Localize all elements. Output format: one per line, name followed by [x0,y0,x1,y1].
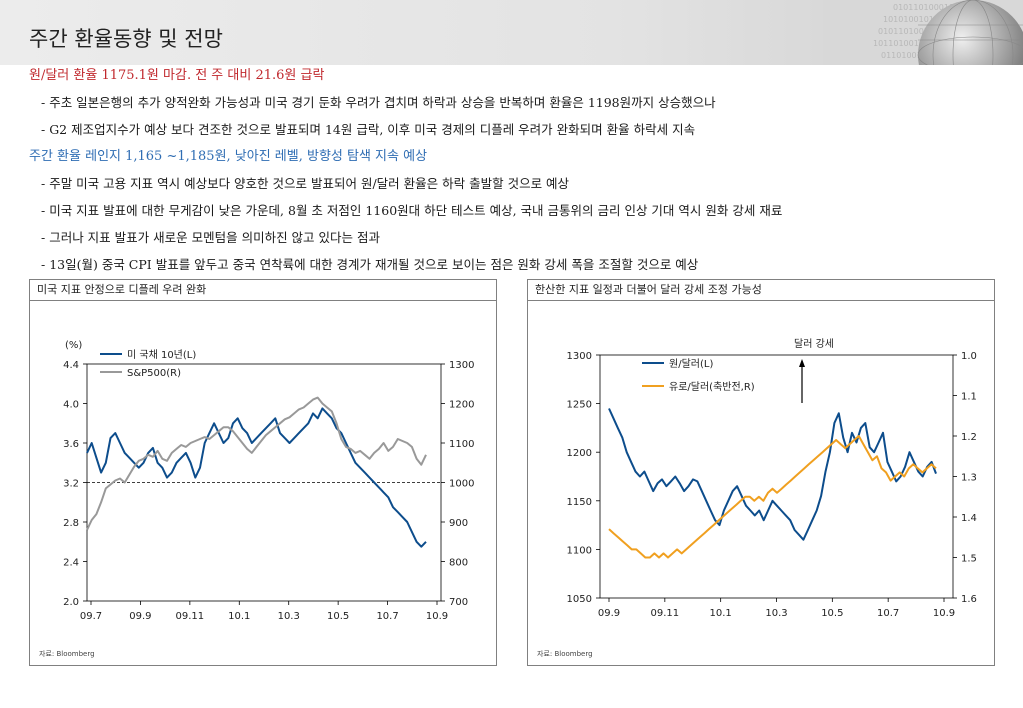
source-note-right: 자료: Bloomberg [537,650,593,658]
summary-headline-1: 원/달러 환율 1175.1원 마감. 전 주 대비 21.6원 급락 [29,68,325,83]
chart-left: 4.4 4.0 3.6 3.2 2.8 2.4 2.0 1300 1200 1100 1000 900… [63,340,474,622]
summary-bullet: - 주말 미국 고용 지표 역시 예상보다 양호한 것으로 발표되어 원/달러 … [41,176,570,191]
right-tick-label: 800 [449,558,468,569]
x-tick-label: 10.3 [278,611,300,622]
annotation-label: 달러 강세 [794,338,834,350]
x-tick-label: 10.3 [765,608,787,619]
left-tick-label: 3.2 [63,479,79,490]
x-tick-label: 10.1 [710,608,732,619]
left-tick-label: 2.4 [63,558,79,569]
left-tick-label: 4.4 [63,360,79,371]
summary-bullet: - G2 제조업지수가 예상 보다 견조한 것으로 발표되며 14원 급락, 이… [41,122,696,137]
up-arrow-head [799,359,805,367]
left-tick-label: 2.0 [63,597,79,608]
x-tick-label: 09.11 [651,608,680,619]
source-note-left: 자료: Bloomberg [39,650,95,658]
right-tick-label: 1.0 [961,351,977,362]
left-tick-label: 1300 [567,351,592,362]
x-tick-label: 10.5 [327,611,349,622]
left-tick-label: 4.0 [63,400,79,411]
header-bar: 주간 환율동향 및 전망 0101101000110 1010100101101… [0,0,1023,65]
right-tick-label: 1100 [449,439,474,450]
right-tick-label: 1.4 [961,513,977,524]
legend-label: 원/달러(L) [669,358,713,370]
svg-text:0101101000110: 0101101000110 [893,3,959,12]
x-tick-label: 10.7 [376,611,398,622]
x-tick-label: 10.5 [821,608,843,619]
page-title: 주간 환율동향 및 전망 [29,27,223,51]
legend-label: 유로/달러(축반전,R) [669,381,755,393]
series-line [608,408,937,541]
left-tick-label: 3.6 [63,439,79,450]
right-tick-label: 1.3 [961,473,977,484]
x-tick-label: 10.7 [877,608,899,619]
right-tick-label: 1200 [449,400,474,411]
x-tick-label: 09.9 [129,611,151,622]
right-tick-label: 700 [449,597,468,608]
summary-headline-2: 주간 환율 레인지 1,165 ~1,185원, 낮아진 레벨, 방향성 탐색 … [29,149,428,164]
summary-bullet: - 그러나 지표 발표가 새로운 모멘텀을 의미하진 않고 있다는 점과 [41,230,380,245]
chart-panel-left: 미국 지표 안정으로 디플레 우려 완화 4.4 4.0 3.6 3.2 2.8 2.4 2… [29,279,497,666]
x-tick-label: 10.9 [933,608,955,619]
left-tick-label: 1250 [567,400,592,411]
right-tick-label: 1000 [449,479,474,490]
left-tick-label: 1100 [567,545,592,556]
chart-title-right: 한산한 지표 일정과 더불어 달러 강세 조정 가능성 [528,280,994,301]
chart-panel-right: 한산한 지표 일정과 더불어 달러 강세 조정 가능성 1300 1250 1200… [527,279,995,666]
legend-label: S&P500(R) [127,368,181,379]
legend-label: 미 국채 10년(L) [127,349,196,361]
globe-graphic: 0101101000110 10101001011010 01011010011… [823,0,1023,65]
chart-title-left: 미국 지표 안정으로 디플레 우려 완화 [30,280,496,301]
right-tick-label: 900 [449,518,468,529]
x-tick-label: 10.1 [228,611,250,622]
left-tick-label: 2.8 [63,518,79,529]
svg-text:010110100110: 010110100110 [878,27,939,36]
x-tick-label: 10.9 [426,611,448,622]
right-tick-label: 1.1 [961,392,977,403]
x-tick-label: 09.7 [80,611,102,622]
x-tick-label: 09.11 [176,611,205,622]
svg-text:0110100101: 0110100101 [881,51,932,60]
right-tick-label: 1.5 [961,554,977,565]
series-line [86,396,427,531]
right-tick-label: 1.2 [961,432,977,443]
left-tick-label: 1050 [567,594,592,605]
series-line [608,435,937,559]
summary-bullet: - 주초 일본은행의 추가 양적완화 가능성과 미국 경기 둔화 우려가 겹치며… [41,95,716,110]
x-tick-label: 09.9 [598,608,620,619]
svg-text:10101001011010: 10101001011010 [883,15,954,24]
left-tick-label: 1150 [567,497,592,508]
unit-label: (%) [65,340,82,351]
summary-text: 원/달러 환율 1175.1원 마감. 전 주 대비 21.6원 급락 - 주초… [29,66,1009,282]
svg-text:1011010010: 1011010010 [873,39,924,48]
summary-bullet: - 미국 지표 발표에 대한 무게감이 낮은 가운데, 8월 초 저점인 116… [41,203,783,218]
summary-bullet: - 13일(월) 중국 CPI 발표를 앞두고 중국 연착륙에 대한 경계가 재… [41,257,699,272]
right-tick-label: 1.6 [961,594,977,605]
series-line [86,407,427,548]
right-tick-label: 1300 [449,360,474,371]
left-tick-label: 1200 [567,448,592,459]
chart-right: 1300 1250 1200 1150 1100 1050 1.0 1.1 1.2 1.3 1.4 1… [567,338,977,619]
